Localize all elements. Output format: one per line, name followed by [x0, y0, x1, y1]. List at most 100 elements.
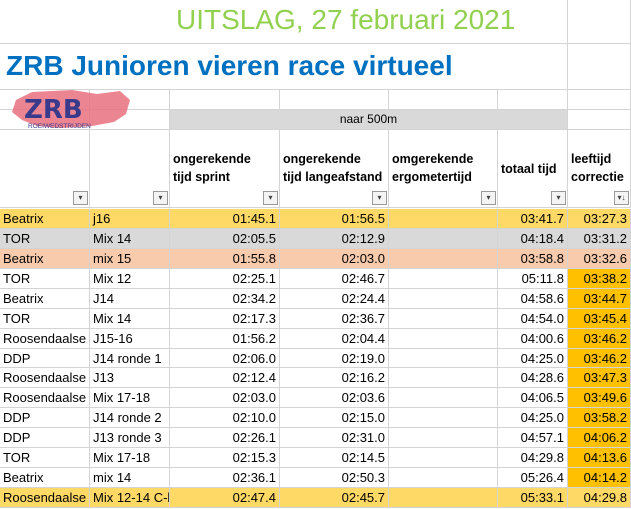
- distance-time: 02:24.4: [280, 288, 389, 309]
- club: TOR: [0, 308, 90, 329]
- class: Mix 17-18: [90, 448, 170, 469]
- club: Beatrix: [0, 209, 90, 229]
- sprint-time: 02:06.0: [170, 348, 280, 369]
- filter-button[interactable]: ▾: [481, 191, 496, 205]
- club: TOR: [0, 268, 90, 289]
- club: TOR: [0, 228, 90, 249]
- logo-tagline: ROEIWEDSTRIJDEN: [28, 123, 91, 130]
- logo-name: ZRB: [24, 95, 83, 125]
- sheet-title: UITSLAG, 27 februari 2021: [176, 4, 516, 35]
- column-header: leeftijd correctie: [568, 130, 631, 208]
- class: mix 14: [90, 468, 170, 488]
- grid-cell: [498, 90, 568, 110]
- distance-time: 02:03.6: [280, 388, 389, 409]
- sprint-time: 01:45.1: [170, 209, 280, 229]
- corrected-time: 04:14.2: [568, 468, 631, 488]
- club: DDP: [0, 428, 90, 449]
- corrected-time: 03:46.2: [568, 348, 631, 369]
- grid-cell: [568, 0, 631, 44]
- grid-cell: [389, 388, 498, 409]
- club: Beatrix: [0, 468, 90, 488]
- corrected-time: 03:49.6: [568, 388, 631, 409]
- grid-cell: [0, 0, 568, 44]
- grid-cell: [389, 328, 498, 349]
- club: Roosendaalse: [0, 328, 90, 349]
- club: Roosendaalse: [0, 368, 90, 389]
- total-time: 04:28.6: [498, 368, 568, 389]
- sprint-time: 02:34.2: [170, 288, 280, 309]
- sprint-time: 02:47.4: [170, 488, 280, 508]
- filter-button[interactable]: ▾: [73, 191, 88, 205]
- sprint-time: 02:12.4: [170, 368, 280, 389]
- total-time: 04:00.6: [498, 328, 568, 349]
- corrected-time: 03:31.2: [568, 228, 631, 249]
- corrected-time: 03:47.3: [568, 368, 631, 389]
- total-time: 04:25.0: [498, 408, 568, 429]
- grid-cell: [0, 44, 568, 90]
- class: Mix 12-14 C-l: [90, 488, 170, 508]
- sprint-time: 02:05.5: [170, 228, 280, 249]
- sprint-time: 02:15.3: [170, 448, 280, 469]
- total-time: 04:06.5: [498, 388, 568, 409]
- grid-cell: [280, 90, 389, 110]
- distance-time: 02:50.3: [280, 468, 389, 488]
- corrected-time: 03:58.2: [568, 408, 631, 429]
- group-header: naar 500m: [170, 110, 568, 130]
- class: J14 ronde 1: [90, 348, 170, 369]
- corrected-time: 04:13.6: [568, 448, 631, 469]
- class: j16: [90, 209, 170, 229]
- grid-cell: [389, 368, 498, 389]
- total-time: 04:18.4: [498, 228, 568, 249]
- club: DDP: [0, 348, 90, 369]
- distance-time: 02:36.7: [280, 308, 389, 329]
- distance-time: 02:16.2: [280, 368, 389, 389]
- club: Beatrix: [0, 248, 90, 269]
- corrected-time: 04:06.2: [568, 428, 631, 449]
- grid-cell: [90, 110, 170, 130]
- grid-cell: [568, 90, 631, 110]
- column-header: ongerekende tijd sprint: [170, 130, 280, 208]
- column-header: [0, 130, 90, 208]
- total-time: 04:54.0: [498, 308, 568, 329]
- distance-time: 02:19.0: [280, 348, 389, 369]
- corrected-time: 03:27.3: [568, 209, 631, 229]
- club: DDP: [0, 408, 90, 429]
- club: TOR: [0, 448, 90, 469]
- distance-time: 02:12.9: [280, 228, 389, 249]
- filter-button[interactable]: ▾: [153, 191, 168, 205]
- column-header: [90, 130, 170, 208]
- sprint-time: 02:03.0: [170, 388, 280, 409]
- total-time: 05:33.1: [498, 488, 568, 508]
- club: Roosendaalse: [0, 388, 90, 409]
- total-time: 03:41.7: [498, 209, 568, 229]
- sheet-subtitle: ZRB Junioren vieren race virtueel: [6, 50, 453, 81]
- corrected-time: 03:38.2: [568, 268, 631, 289]
- grid-cell: [389, 248, 498, 269]
- logo-shape: [12, 90, 130, 128]
- distance-time: 02:03.0: [280, 248, 389, 269]
- distance-time: 01:56.5: [280, 209, 389, 229]
- total-time: 04:58.6: [498, 288, 568, 309]
- grid-cell: [389, 488, 498, 508]
- corrected-time: 03:32.6: [568, 248, 631, 269]
- grid-cell: [389, 308, 498, 329]
- sprint-time: 02:10.0: [170, 408, 280, 429]
- filter-button[interactable]: ▾: [372, 191, 387, 205]
- total-time: 04:57.1: [498, 428, 568, 449]
- total-time: 04:29.8: [498, 448, 568, 469]
- grid-cell: [389, 468, 498, 488]
- column-header: totaal tijd: [498, 130, 568, 208]
- distance-time: 02:46.7: [280, 268, 389, 289]
- filter-button[interactable]: ▾: [263, 191, 278, 205]
- sprint-time: 01:56.2: [170, 328, 280, 349]
- grid-cell: [389, 408, 498, 429]
- class: Mix 14: [90, 308, 170, 329]
- class: J14 ronde 2: [90, 408, 170, 429]
- filter-button[interactable]: ▾↓: [614, 191, 629, 205]
- grid-cell: [389, 90, 498, 110]
- column-header: omgerekende ergometertijd: [389, 130, 498, 208]
- club: Beatrix: [0, 288, 90, 309]
- filter-button[interactable]: ▾: [551, 191, 566, 205]
- distance-time: 02:45.7: [280, 488, 389, 508]
